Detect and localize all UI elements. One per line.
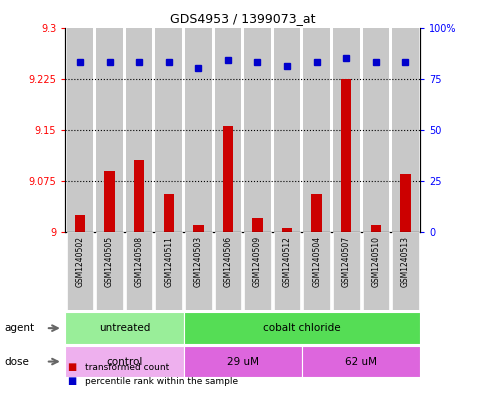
Bar bbox=[303, 28, 330, 232]
Text: GSM1240503: GSM1240503 bbox=[194, 236, 203, 287]
Text: cobalt chloride: cobalt chloride bbox=[263, 323, 341, 333]
Text: GSM1240506: GSM1240506 bbox=[224, 236, 232, 287]
Text: agent: agent bbox=[5, 323, 35, 333]
Bar bbox=[96, 28, 123, 232]
Bar bbox=[252, 218, 263, 232]
FancyBboxPatch shape bbox=[274, 232, 300, 310]
Title: GDS4953 / 1399073_at: GDS4953 / 1399073_at bbox=[170, 12, 315, 25]
Bar bbox=[193, 225, 203, 232]
FancyBboxPatch shape bbox=[184, 346, 302, 377]
FancyBboxPatch shape bbox=[65, 312, 184, 344]
Text: control: control bbox=[106, 356, 142, 367]
Bar bbox=[341, 79, 352, 232]
FancyBboxPatch shape bbox=[156, 232, 182, 310]
Bar bbox=[104, 171, 115, 232]
Bar bbox=[312, 195, 322, 232]
Bar bbox=[244, 28, 271, 232]
FancyBboxPatch shape bbox=[65, 346, 184, 377]
Text: GSM1240505: GSM1240505 bbox=[105, 236, 114, 287]
Text: GSM1240510: GSM1240510 bbox=[371, 236, 380, 287]
Text: GSM1240512: GSM1240512 bbox=[283, 236, 292, 286]
FancyBboxPatch shape bbox=[303, 232, 330, 310]
Bar bbox=[185, 28, 212, 232]
Text: dose: dose bbox=[5, 356, 30, 367]
FancyBboxPatch shape bbox=[184, 312, 420, 344]
Bar bbox=[75, 215, 85, 232]
FancyBboxPatch shape bbox=[363, 232, 389, 310]
FancyBboxPatch shape bbox=[96, 232, 123, 310]
Text: untreated: untreated bbox=[99, 323, 150, 333]
Text: 62 uM: 62 uM bbox=[345, 356, 377, 367]
FancyBboxPatch shape bbox=[302, 346, 420, 377]
Text: ■: ■ bbox=[68, 362, 77, 373]
Bar bbox=[282, 228, 292, 232]
FancyBboxPatch shape bbox=[333, 232, 359, 310]
FancyBboxPatch shape bbox=[185, 232, 212, 310]
Text: GSM1240508: GSM1240508 bbox=[135, 236, 143, 287]
Bar bbox=[392, 28, 419, 232]
Text: GSM1240513: GSM1240513 bbox=[401, 236, 410, 287]
Bar bbox=[67, 28, 93, 232]
FancyBboxPatch shape bbox=[67, 232, 93, 310]
FancyBboxPatch shape bbox=[126, 232, 153, 310]
Bar bbox=[214, 28, 241, 232]
Text: GSM1240504: GSM1240504 bbox=[312, 236, 321, 287]
Bar bbox=[164, 195, 174, 232]
FancyBboxPatch shape bbox=[392, 232, 419, 310]
Bar bbox=[156, 28, 182, 232]
Text: transformed count: transformed count bbox=[85, 363, 169, 372]
Bar bbox=[126, 28, 153, 232]
Bar bbox=[333, 28, 359, 232]
Bar bbox=[363, 28, 389, 232]
Text: ■: ■ bbox=[68, 376, 77, 386]
Bar bbox=[370, 225, 381, 232]
Text: GSM1240507: GSM1240507 bbox=[342, 236, 351, 287]
Text: GSM1240511: GSM1240511 bbox=[164, 236, 173, 286]
Bar bbox=[223, 126, 233, 232]
Text: GSM1240509: GSM1240509 bbox=[253, 236, 262, 287]
Text: GSM1240502: GSM1240502 bbox=[75, 236, 85, 287]
Bar bbox=[400, 174, 411, 232]
Text: 29 uM: 29 uM bbox=[227, 356, 259, 367]
Text: percentile rank within the sample: percentile rank within the sample bbox=[85, 377, 238, 386]
Bar bbox=[134, 160, 144, 232]
FancyBboxPatch shape bbox=[244, 232, 271, 310]
FancyBboxPatch shape bbox=[214, 232, 241, 310]
Bar bbox=[274, 28, 300, 232]
